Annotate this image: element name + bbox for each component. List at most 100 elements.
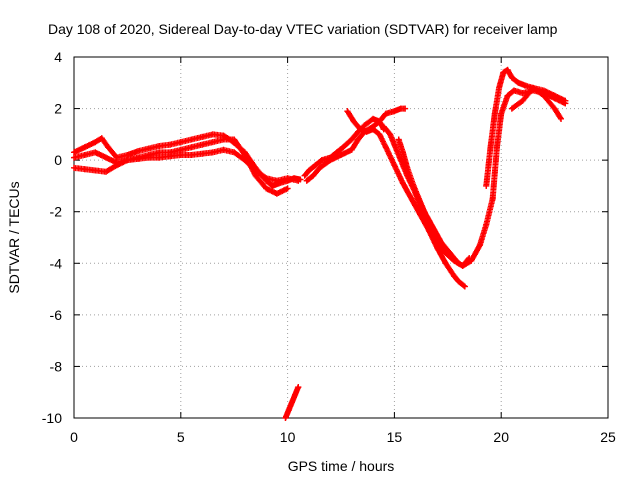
data-point — [220, 146, 227, 153]
data-point — [81, 166, 88, 173]
data-point — [156, 149, 163, 156]
data-point — [496, 84, 503, 91]
data-point — [519, 90, 526, 97]
data-point — [530, 84, 537, 91]
x-tick-label: 0 — [70, 429, 78, 445]
data-point — [380, 123, 387, 130]
x-axis-label: GPS time / hours — [288, 458, 395, 474]
data-point — [355, 136, 362, 143]
data-point — [188, 136, 195, 143]
x-tick-label: 10 — [280, 429, 296, 445]
data-point — [540, 87, 547, 94]
data-point — [71, 164, 77, 171]
data-point — [489, 195, 496, 202]
data-point — [209, 139, 216, 146]
data-point — [263, 175, 270, 182]
grid-lines — [74, 57, 608, 418]
y-tick-label: -2 — [50, 204, 63, 220]
data-point — [145, 154, 152, 161]
data-point — [92, 149, 99, 156]
data-point — [156, 142, 163, 149]
data-point — [425, 226, 432, 233]
data-point — [498, 110, 505, 117]
data-point — [71, 154, 77, 161]
data-point — [361, 122, 368, 129]
data-point — [451, 273, 458, 280]
axis-ticks — [73, 56, 609, 419]
data-point — [408, 195, 415, 202]
data-point — [269, 182, 276, 189]
y-tick-label: 2 — [54, 101, 62, 117]
data-point — [363, 128, 370, 135]
data-point — [338, 151, 344, 158]
x-tick-label: 20 — [493, 429, 509, 445]
data-point — [288, 399, 295, 406]
y-tick-label: -6 — [50, 307, 63, 323]
data-point — [81, 144, 88, 151]
data-point — [340, 144, 347, 151]
data-point — [188, 144, 195, 151]
data-point — [357, 126, 364, 133]
data-point — [301, 172, 308, 179]
data-point — [71, 149, 77, 156]
data-point — [419, 208, 426, 215]
y-tick-label: 4 — [54, 49, 62, 65]
data-point — [395, 136, 402, 143]
data-point — [295, 177, 302, 184]
data-point — [519, 97, 526, 104]
data-point — [305, 167, 312, 174]
data-point — [493, 144, 500, 151]
data-point — [551, 92, 558, 99]
data-point — [285, 407, 292, 414]
data-point — [273, 190, 280, 197]
data-point — [310, 172, 317, 179]
y-tick-label: -10 — [42, 410, 62, 426]
y-tick-label: 0 — [54, 152, 62, 168]
data-point — [318, 157, 325, 164]
data-point — [487, 144, 494, 151]
data-point — [263, 185, 270, 192]
chart-title: Day 108 of 2020, Sidereal Day-to-day VTE… — [48, 21, 558, 37]
data-point — [412, 190, 419, 197]
series-track-c — [71, 146, 302, 184]
data-point — [113, 162, 120, 169]
series-markers — [395, 87, 569, 269]
data-point — [558, 115, 565, 122]
data-point — [540, 92, 547, 99]
data-point — [399, 149, 406, 156]
data-point — [209, 131, 216, 138]
data-point — [391, 108, 398, 115]
data-point — [124, 157, 131, 164]
data-point — [312, 162, 319, 169]
data-point — [105, 144, 112, 151]
data-point — [370, 115, 377, 122]
data-point — [376, 118, 383, 125]
data-point — [455, 278, 462, 285]
data-point — [199, 133, 206, 140]
data-point — [177, 151, 184, 158]
data-point — [468, 257, 475, 264]
series-track-h — [395, 87, 569, 269]
data-point — [515, 79, 522, 86]
data-point — [135, 155, 142, 162]
series-track-k — [508, 84, 565, 122]
series-track-g — [380, 123, 462, 267]
data-point — [292, 391, 299, 398]
data-point — [348, 146, 355, 153]
y-axis-label: SDTVAR / TECUs — [6, 181, 22, 293]
data-point — [199, 150, 206, 157]
data-point — [327, 157, 334, 164]
data-point — [344, 108, 351, 115]
data-point — [303, 177, 310, 184]
data-point — [410, 182, 417, 189]
data-point — [177, 146, 184, 153]
data-point — [399, 180, 406, 187]
data-point — [188, 151, 195, 158]
data-point — [103, 168, 110, 175]
series-markers — [344, 108, 473, 269]
data-point — [402, 105, 409, 112]
data-point — [391, 162, 398, 169]
data-point — [81, 151, 88, 158]
data-point — [92, 167, 99, 174]
data-point — [231, 136, 238, 143]
